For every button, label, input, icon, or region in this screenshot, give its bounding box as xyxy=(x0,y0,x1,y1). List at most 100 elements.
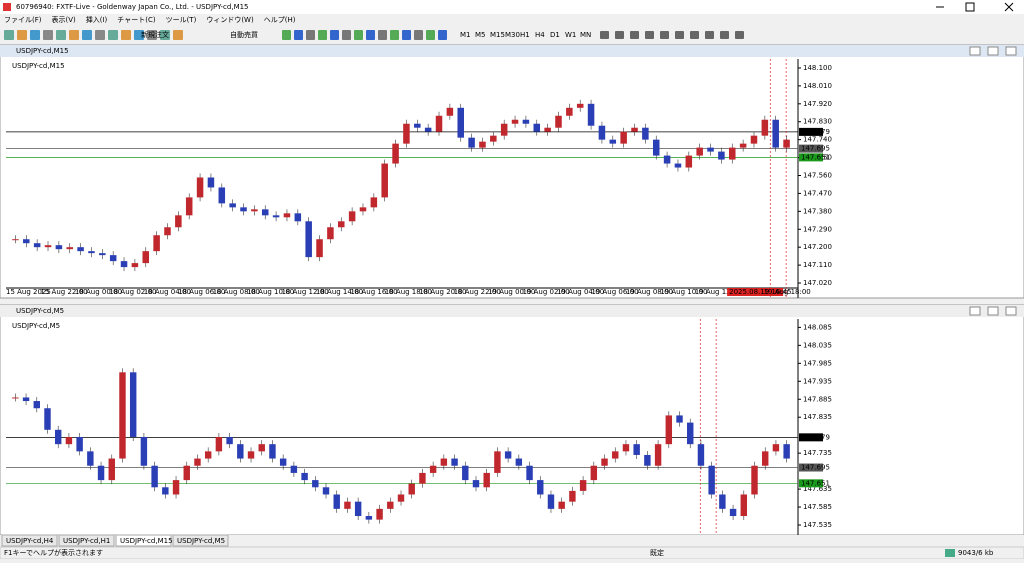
price-tag xyxy=(799,463,823,472)
timeframe-button[interactable]: M15 xyxy=(490,31,505,39)
chart-area: USDJPY-cd,M15 USDJPY-cd,M15 148.100 148.010… xyxy=(0,44,1024,536)
toolbar-icon[interactable] xyxy=(402,30,411,40)
window-control[interactable] xyxy=(969,46,981,56)
menu-item[interactable]: 挿入(I) xyxy=(86,15,108,24)
auto-trade-button[interactable]: 自動売買 xyxy=(230,30,258,39)
candle xyxy=(674,163,682,168)
candle xyxy=(718,151,725,160)
candle xyxy=(12,239,19,241)
y-tick-label: 147.885 xyxy=(803,395,832,403)
toolbar-icon[interactable] xyxy=(720,31,729,39)
candle xyxy=(226,436,233,445)
window-control[interactable] xyxy=(1005,46,1017,56)
toolbar-icon[interactable] xyxy=(426,30,435,40)
tab-label[interactable]: USDJPY-cd,H4 xyxy=(6,537,54,545)
toolbar-icon[interactable] xyxy=(160,30,170,40)
toolbar-icon[interactable] xyxy=(414,30,423,40)
toolbar-icon[interactable] xyxy=(294,30,303,40)
y-tick-label: 147.835 xyxy=(803,413,832,421)
timeframe-button[interactable]: H4 xyxy=(535,31,545,39)
candle xyxy=(414,123,421,128)
timeframe-button[interactable]: M1 xyxy=(460,31,471,39)
candle xyxy=(294,213,302,222)
toolbar-icon[interactable] xyxy=(600,31,609,39)
tab[interactable] xyxy=(58,534,115,547)
candle xyxy=(33,401,40,409)
price-tag xyxy=(799,144,823,153)
toolbar-icon[interactable] xyxy=(43,30,53,40)
toolbar-icon[interactable] xyxy=(95,30,105,40)
candle xyxy=(23,239,30,244)
candle xyxy=(22,397,30,402)
toolbar-icon[interactable] xyxy=(121,30,131,40)
window-control[interactable] xyxy=(1005,306,1017,316)
candle xyxy=(175,215,182,228)
toolbar-icon[interactable] xyxy=(82,30,92,40)
toolbar-icon[interactable] xyxy=(675,31,684,39)
candle xyxy=(483,472,490,488)
toolbar-icon[interactable] xyxy=(318,30,327,40)
toolbar-icon[interactable] xyxy=(735,31,744,39)
toolbar-icon[interactable] xyxy=(690,31,699,39)
tab-label[interactable]: USDJPY-cd,M5 xyxy=(177,537,225,545)
window-control[interactable] xyxy=(969,306,981,316)
toolbar-icon[interactable] xyxy=(705,31,714,39)
candle xyxy=(12,397,19,399)
timeframe-button[interactable]: H1 xyxy=(520,31,530,39)
new-order-button[interactable]: 新規注文 xyxy=(141,30,169,39)
menu-item[interactable]: ヘルプ(H) xyxy=(264,16,296,24)
menu-item[interactable]: 表示(V) xyxy=(52,15,77,24)
toolbar-icon[interactable] xyxy=(660,31,669,39)
menu-item[interactable]: ファイル(F) xyxy=(4,16,42,24)
candle xyxy=(566,107,573,116)
toolbar-icon[interactable] xyxy=(366,30,375,40)
toolbar-icon[interactable] xyxy=(17,30,27,40)
menu-item[interactable]: ツール(T) xyxy=(166,16,197,24)
toolbar-icon[interactable] xyxy=(147,30,157,40)
toolbar-icon[interactable] xyxy=(630,31,639,39)
toolbar-icon[interactable] xyxy=(56,30,66,40)
maximize-button[interactable] xyxy=(965,2,975,12)
y-tick-label: 147.635 xyxy=(803,485,832,493)
toolbar-icon[interactable] xyxy=(342,30,351,40)
timeframe-button[interactable]: MN xyxy=(580,31,591,39)
timeframe-button[interactable]: W1 xyxy=(565,31,576,39)
toolbar-icon[interactable] xyxy=(134,30,144,40)
candle xyxy=(151,465,158,488)
candle xyxy=(387,501,394,509)
candle xyxy=(579,480,587,491)
tab-label[interactable]: USDJPY-cd,H1 xyxy=(63,537,110,545)
candle xyxy=(97,465,105,481)
timeframe-button[interactable]: M5 xyxy=(475,31,486,39)
toolbar-icon[interactable] xyxy=(438,30,447,40)
tab[interactable] xyxy=(172,534,229,547)
toolbar-icon[interactable] xyxy=(354,30,363,40)
toolbar-icon[interactable] xyxy=(173,30,183,40)
toolbar-icon[interactable] xyxy=(390,30,399,40)
timeframe-button[interactable]: D1 xyxy=(550,31,560,39)
toolbar-icon[interactable] xyxy=(4,30,14,40)
toolbar-icon[interactable] xyxy=(330,30,339,40)
toolbar-icon[interactable] xyxy=(282,30,291,40)
price-tag-label: 147.779 xyxy=(801,433,830,441)
timeframe-button[interactable]: M30 xyxy=(505,31,520,39)
toolbar-icon[interactable] xyxy=(69,30,79,40)
menu-item[interactable]: ウィンドウ(W) xyxy=(206,16,254,24)
candle xyxy=(408,483,415,495)
close-button[interactable] xyxy=(1004,2,1014,12)
candle xyxy=(652,139,660,156)
tab[interactable] xyxy=(115,534,172,547)
toolbar-icon[interactable] xyxy=(30,30,40,40)
tab-label[interactable]: USDJPY-cd,M15 xyxy=(120,537,173,545)
toolbar-icon[interactable] xyxy=(645,31,654,39)
candle xyxy=(665,415,673,445)
window-control[interactable] xyxy=(987,46,999,56)
toolbar-icon[interactable] xyxy=(615,31,624,39)
toolbar-icon[interactable] xyxy=(108,30,118,40)
tab[interactable] xyxy=(1,534,58,547)
toolbar-icon[interactable] xyxy=(306,30,315,40)
toolbar-icon[interactable] xyxy=(378,30,387,40)
menu-item[interactable]: チャート(C) xyxy=(117,16,156,24)
window-control[interactable] xyxy=(987,306,999,316)
candle xyxy=(440,458,448,466)
